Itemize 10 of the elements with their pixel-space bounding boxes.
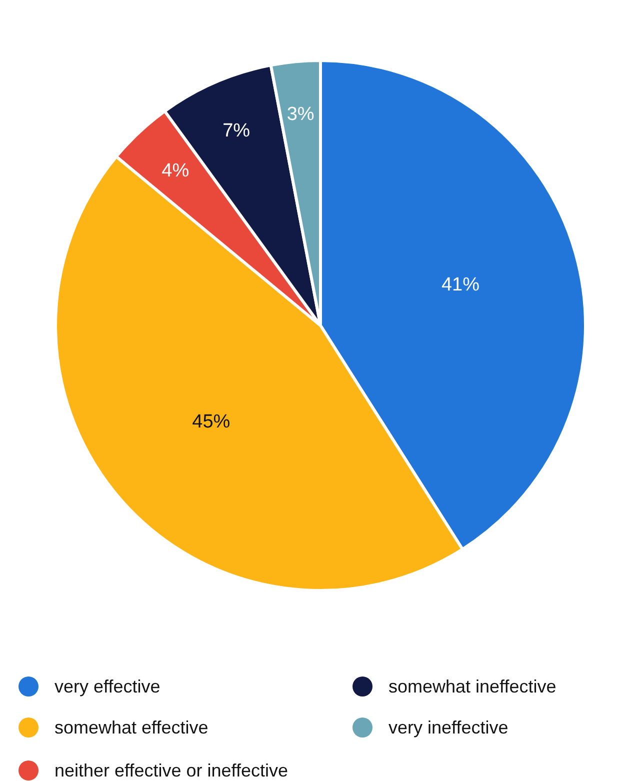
data-label: 41%	[441, 274, 480, 296]
data-label: 45%	[192, 411, 230, 432]
legend-label: very ineffective	[388, 718, 508, 738]
legend-label: neither effective or ineffective	[54, 760, 288, 780]
legend-label: somewhat effective	[54, 718, 208, 738]
legend-label: somewhat ineffective	[388, 676, 556, 696]
legend-label: very effective	[54, 676, 160, 696]
data-label: 3%	[286, 104, 314, 125]
data-label: 4%	[162, 160, 190, 182]
data-label: 7%	[222, 120, 250, 142]
